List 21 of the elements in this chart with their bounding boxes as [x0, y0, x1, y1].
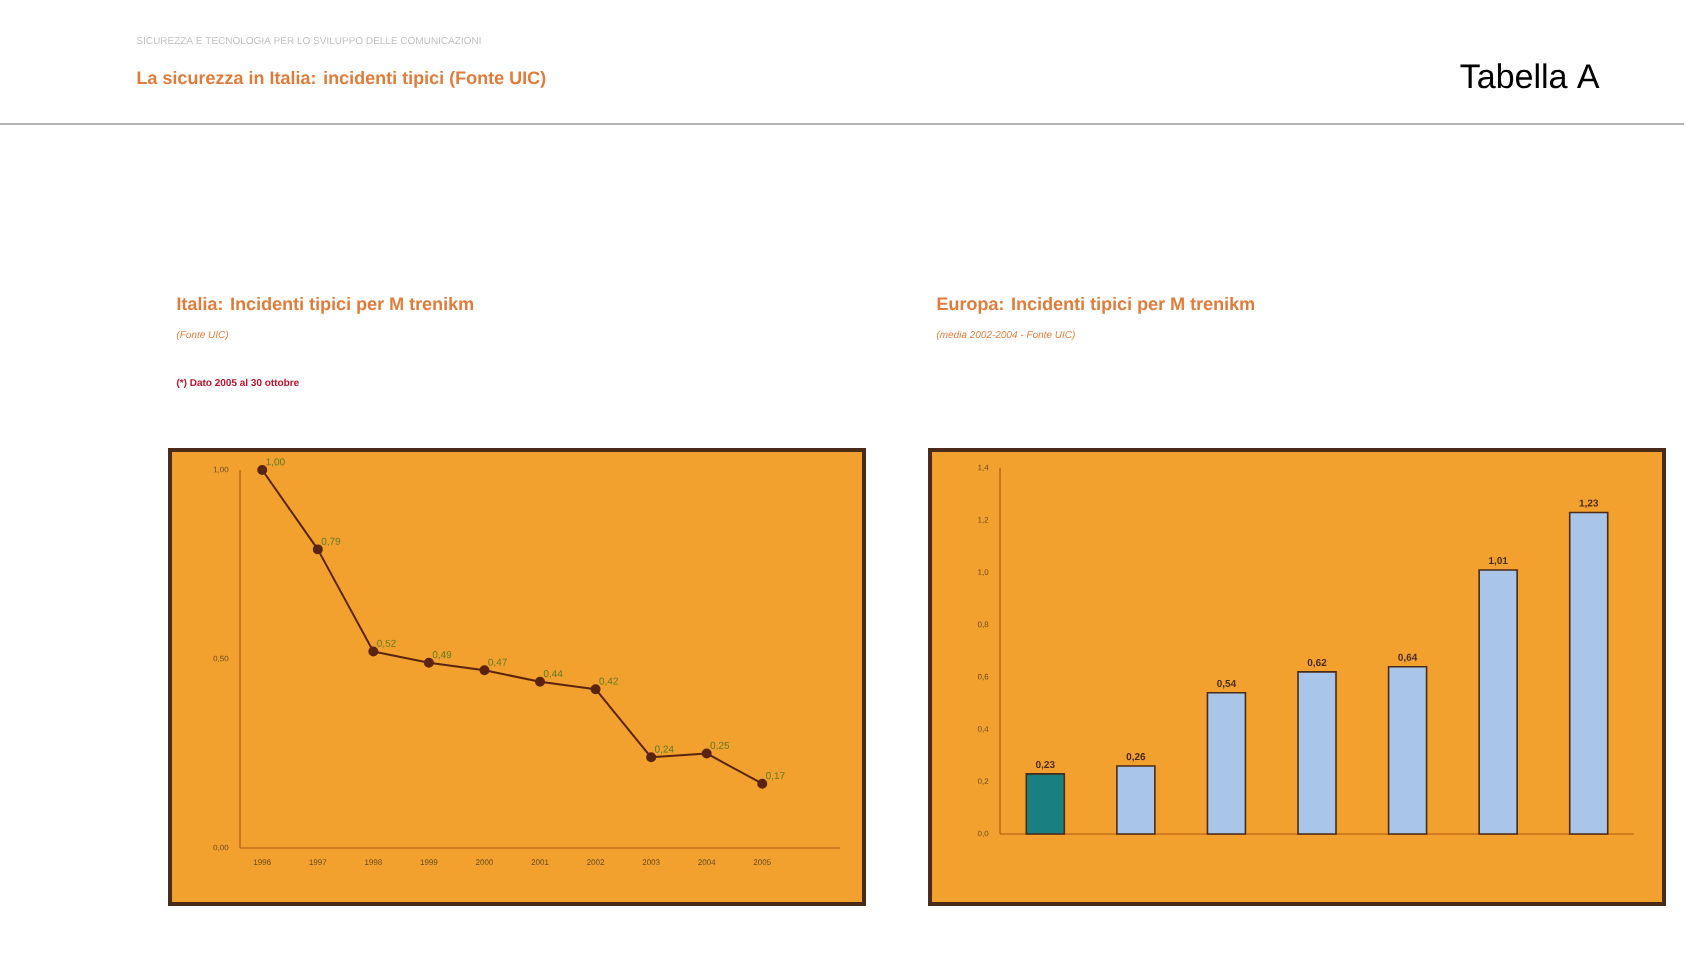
- bar: [1025, 773, 1066, 835]
- bar: [1116, 765, 1156, 835]
- bar: [1568, 511, 1609, 835]
- point: [312, 544, 323, 555]
- point: [257, 464, 268, 475]
- text: Tabella A: [1460, 63, 1600, 89]
- point: [423, 657, 434, 668]
- bar: [1478, 569, 1518, 835]
- point: [479, 665, 490, 676]
- point: [590, 684, 601, 695]
- point: [757, 778, 768, 789]
- point: [701, 748, 712, 759]
- bar: [1297, 671, 1337, 835]
- point: [535, 676, 546, 687]
- chart-title: Italia: Incidenti tipici per M trenikm: [177, 296, 474, 314]
- chart-title: Europa: Incidenti tipici per M trenikm: [937, 296, 1255, 314]
- point: [646, 752, 657, 763]
- bar: [1206, 692, 1247, 835]
- bar: [1387, 665, 1428, 835]
- point: [368, 646, 379, 657]
- text: La sicurezza in Italia: incidenti tipici (Fonte UIC): [137, 70, 546, 88]
